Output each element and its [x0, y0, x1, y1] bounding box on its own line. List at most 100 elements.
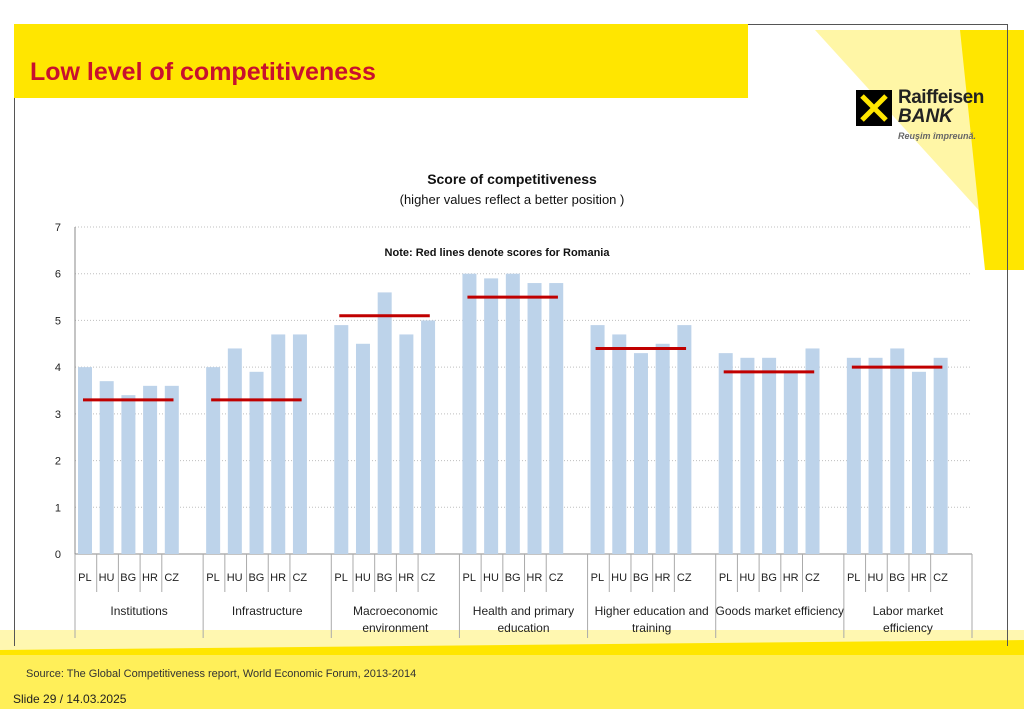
bar — [505, 273, 520, 554]
bar — [355, 343, 370, 554]
x-tick-label: CZ — [933, 572, 948, 584]
x-tick-label: PL — [463, 572, 476, 584]
logo-bank: BANK — [898, 106, 953, 127]
y-tick-label: 4 — [55, 362, 61, 374]
x-tick-label: PL — [591, 572, 604, 584]
x-tick-label: CZ — [677, 572, 692, 584]
x-tick-label: HR — [783, 572, 799, 584]
chart-note: Note: Red lines denote scores for Romani… — [385, 247, 611, 259]
x-tick-label: BG — [377, 572, 393, 584]
bar — [805, 348, 820, 554]
x-tick-label: HR — [911, 572, 927, 584]
bar — [206, 367, 221, 554]
bar — [484, 278, 499, 554]
x-tick-label: PL — [719, 572, 732, 584]
y-tick-label: 0 — [55, 549, 61, 561]
x-tick-label: CZ — [421, 572, 436, 584]
frame-top-line — [748, 24, 1008, 25]
group-label: environment — [362, 621, 429, 635]
chart-subtitle: (higher values reflect a better position… — [400, 192, 625, 207]
x-tick-label: CZ — [805, 572, 820, 584]
bar — [143, 385, 158, 554]
bar — [890, 348, 905, 554]
bar — [399, 334, 414, 554]
x-tick-label: HU — [483, 572, 499, 584]
y-tick-label: 7 — [55, 222, 61, 234]
bar — [612, 334, 627, 554]
bar — [590, 325, 605, 554]
x-tick-label: CZ — [549, 572, 564, 584]
x-tick-label: HR — [142, 572, 158, 584]
group-label: Goods market efficiency — [716, 604, 845, 618]
bar — [462, 273, 477, 554]
x-tick-label: PL — [334, 572, 347, 584]
x-tick-label: BG — [248, 572, 264, 584]
x-tick-label: PL — [847, 572, 860, 584]
bar — [762, 357, 777, 554]
logo-mark-icon — [856, 90, 892, 126]
group-label: training — [632, 621, 671, 635]
x-tick-label: HU — [355, 572, 371, 584]
x-tick-label: HU — [739, 572, 755, 584]
group-label: education — [497, 621, 549, 635]
bar — [868, 357, 883, 554]
title-band — [14, 24, 748, 98]
group-label: Institutions — [110, 604, 167, 618]
bar — [249, 371, 264, 554]
bar — [718, 353, 733, 554]
page-title: Low level of competitiveness — [30, 58, 376, 86]
x-tick-label: HR — [270, 572, 286, 584]
bar — [527, 283, 542, 554]
group-label: efficiency — [883, 621, 933, 635]
x-tick-label: BG — [761, 572, 777, 584]
bar — [121, 395, 136, 554]
x-tick-label: HR — [655, 572, 671, 584]
bar — [677, 325, 692, 554]
x-tick-label: HR — [398, 572, 414, 584]
chart-title: Score of competitiveness — [427, 171, 597, 187]
x-tick-label: CZ — [292, 572, 307, 584]
bar — [292, 334, 307, 554]
x-tick-label: HU — [611, 572, 627, 584]
y-tick-label: 3 — [55, 409, 61, 421]
y-tick-label: 5 — [55, 315, 61, 327]
group-label: Higher education and — [595, 604, 709, 618]
bar — [655, 343, 670, 554]
x-tick-label: BG — [889, 572, 905, 584]
logo-slogan: Reuşim împreună. — [898, 131, 977, 141]
y-tick-label: 6 — [55, 269, 61, 281]
bar — [99, 381, 114, 554]
x-tick-label: CZ — [164, 572, 179, 584]
group-label: Macroeconomic — [353, 604, 438, 618]
frame-right-line — [1007, 24, 1008, 646]
x-tick-label: BG — [505, 572, 521, 584]
raiffeisen-logo: Raiffeisen BANK Reuşim împreună. — [856, 88, 1006, 148]
bar — [933, 357, 948, 554]
frame-left-line — [14, 98, 15, 646]
x-tick-label: BG — [120, 572, 136, 584]
y-tick-label: 1 — [55, 502, 61, 514]
x-tick-label: HU — [99, 572, 115, 584]
bar — [377, 292, 392, 554]
x-tick-label: BG — [633, 572, 649, 584]
bar — [911, 371, 926, 554]
x-tick-label: HU — [867, 572, 883, 584]
bar — [549, 283, 564, 554]
bar — [164, 385, 179, 554]
group-label: Infrastructure — [232, 604, 303, 618]
x-tick-label: PL — [206, 572, 219, 584]
bar — [421, 320, 436, 554]
bar — [783, 371, 798, 554]
bar — [846, 357, 861, 554]
logo-name: Raiffeisen — [898, 87, 984, 108]
bar — [740, 357, 755, 554]
bar — [271, 334, 286, 554]
slide-number: Slide 29 / 14.03.2025 — [13, 692, 127, 706]
bar — [334, 325, 349, 554]
y-tick-label: 2 — [55, 456, 61, 468]
x-tick-label: HU — [227, 572, 243, 584]
group-label: Health and primary — [473, 604, 574, 618]
x-tick-label: PL — [78, 572, 91, 584]
group-label: Labor market — [873, 604, 944, 618]
